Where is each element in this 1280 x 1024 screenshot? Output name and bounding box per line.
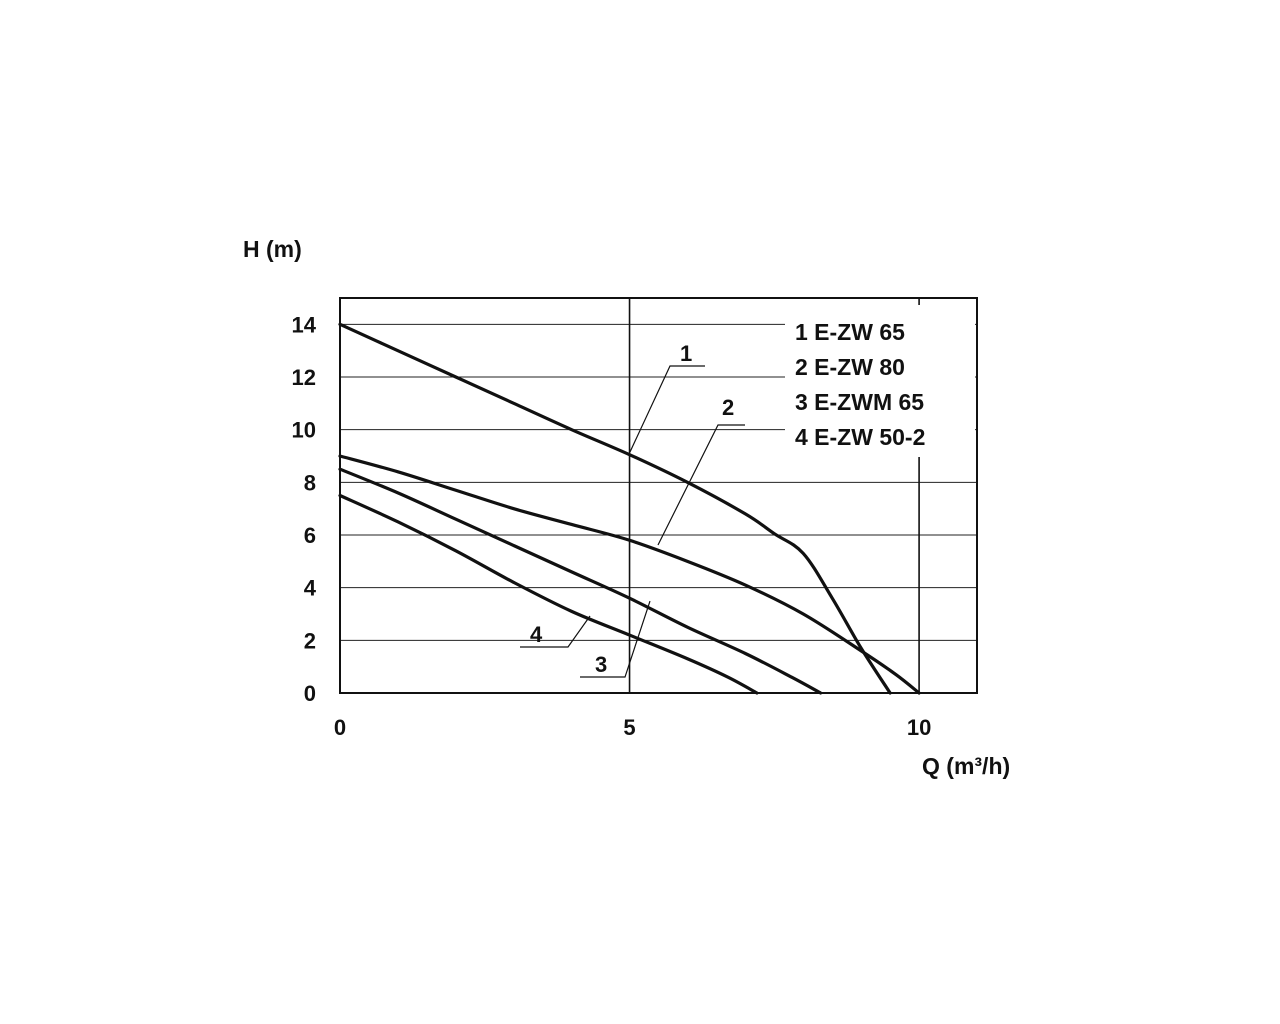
series-line	[338, 493, 759, 695]
curve-label: 2	[722, 395, 734, 420]
y-tick-label: 2	[304, 628, 316, 653]
legend: 1 E-ZW 65 2 E-ZW 80 3 E-ZWM 65 4 E-ZW 50-2	[785, 305, 975, 457]
curve-label: 4	[530, 622, 543, 647]
series-line	[338, 467, 823, 695]
y-tick-label: 8	[304, 470, 316, 495]
curve-callouts: 1 2 3 4	[520, 341, 745, 678]
y-tick-label: 10	[292, 418, 316, 443]
x-tick-label: 0	[334, 715, 346, 740]
legend-entry: 4 E-ZW 50-2	[795, 424, 925, 450]
plot-frame	[339, 297, 978, 694]
legend-entry: 2 E-ZW 80	[795, 354, 905, 380]
curve-label: 3	[595, 652, 607, 677]
x-axis-title: Q (m³/h)	[922, 753, 1010, 779]
grid	[340, 298, 977, 693]
legend-entry: 1 E-ZW 65	[795, 319, 905, 345]
series-line	[338, 322, 892, 695]
y-tick-label: 6	[304, 523, 316, 548]
curve-label: 1	[680, 341, 692, 366]
y-tick-label: 4	[304, 576, 317, 601]
legend-entry: 3 E-ZWM 65	[795, 389, 924, 415]
y-tick-label: 0	[304, 681, 316, 706]
x-tick-label: 10	[907, 715, 931, 740]
y-tick-label: 12	[292, 365, 316, 390]
callout-leader	[520, 615, 591, 648]
y-axis-title: H (m)	[243, 236, 302, 262]
callout-leader	[580, 600, 651, 678]
curves	[338, 322, 921, 695]
callout-leader	[629, 365, 705, 453]
series-line	[338, 454, 921, 695]
callout-leader	[657, 424, 745, 546]
legend-background	[785, 305, 975, 457]
y-tick-label: 14	[292, 312, 317, 337]
x-tick-label: 5	[623, 715, 635, 740]
